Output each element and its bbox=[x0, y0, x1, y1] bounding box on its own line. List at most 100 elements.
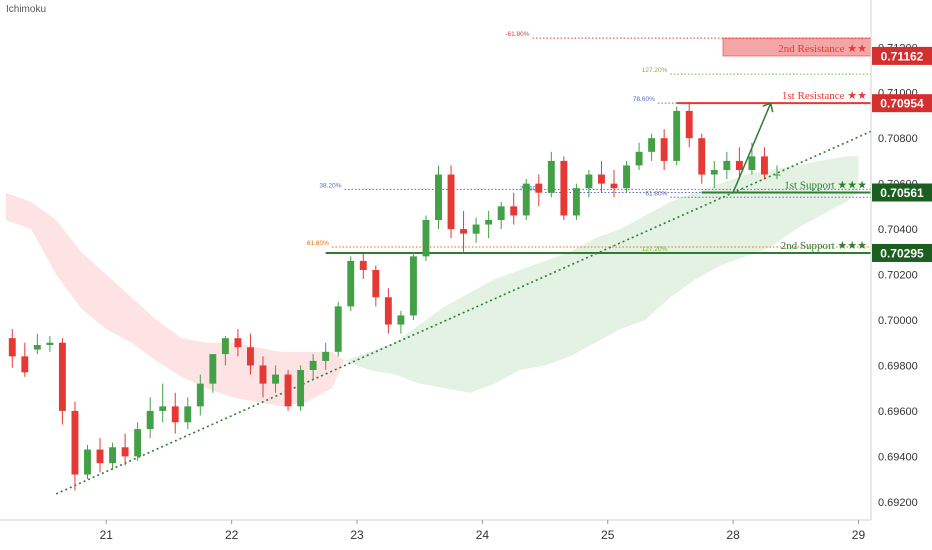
candle-body bbox=[234, 338, 242, 348]
price-box-3 bbox=[872, 243, 932, 262]
candle-body bbox=[84, 449, 91, 475]
candle-body bbox=[472, 224, 480, 234]
y-tick-label: 0.70400 bbox=[878, 224, 918, 236]
candle-body bbox=[547, 160, 555, 193]
y-tick-label: 0.69600 bbox=[878, 406, 918, 418]
candle-body bbox=[397, 315, 405, 325]
y-tick-label: 0.70000 bbox=[878, 315, 918, 327]
candle-body bbox=[497, 206, 505, 220]
level-label-3: 2nd Support ★★★ bbox=[781, 240, 868, 252]
candle-body bbox=[522, 183, 530, 216]
candle-body bbox=[21, 356, 29, 373]
candle-body bbox=[372, 270, 380, 298]
kumo-cloud-bullish bbox=[344, 156, 859, 393]
candle-body bbox=[598, 174, 605, 184]
candle-body bbox=[510, 206, 518, 216]
candle-body bbox=[673, 110, 681, 161]
candle-body bbox=[221, 338, 229, 355]
x-tick-label: 28 bbox=[726, 528, 740, 542]
candle-body bbox=[184, 406, 192, 423]
candle-body bbox=[171, 406, 179, 423]
x-tick-label: 21 bbox=[100, 528, 114, 542]
trendline bbox=[55, 130, 872, 495]
candle-body bbox=[284, 374, 292, 407]
candle-body bbox=[635, 151, 643, 166]
candle-body bbox=[96, 449, 104, 464]
candle-body bbox=[33, 345, 41, 350]
y-tick-label: 0.69200 bbox=[878, 497, 918, 509]
level-label-0: 2nd Resistance ★★ bbox=[778, 43, 867, 55]
candle-body bbox=[347, 260, 355, 307]
candle-body bbox=[460, 229, 468, 234]
price-box-2 bbox=[872, 183, 932, 202]
price-box-label-2: 0.70561 bbox=[880, 186, 924, 200]
candle-body bbox=[196, 383, 204, 407]
candle-body bbox=[572, 188, 580, 216]
candle-body bbox=[710, 170, 718, 175]
candle-body bbox=[272, 374, 279, 384]
y-tick-label: 0.70200 bbox=[878, 270, 918, 282]
level-label-1: 1st Resistance ★★ bbox=[782, 90, 867, 102]
x-tick-label: 25 bbox=[601, 528, 615, 542]
candle-body bbox=[760, 156, 768, 175]
candle-body bbox=[209, 354, 217, 384]
candle-body bbox=[309, 360, 317, 370]
candle-body bbox=[8, 338, 16, 357]
candle-body bbox=[134, 429, 142, 457]
candle-body bbox=[435, 174, 442, 220]
candle-body bbox=[610, 183, 618, 189]
candle-body bbox=[359, 260, 367, 270]
candle-body bbox=[748, 156, 756, 170]
candle-body bbox=[685, 110, 693, 139]
kumo-cloud-bearish bbox=[6, 192, 345, 407]
candle-body bbox=[735, 160, 743, 170]
candle-body bbox=[560, 160, 568, 216]
fib-label-0: -61.80% bbox=[505, 31, 529, 38]
fib-label-1: 127.20% bbox=[642, 67, 668, 74]
x-tick-label: 23 bbox=[350, 528, 364, 542]
candle-body bbox=[648, 138, 656, 152]
indicator-label: Ichimoku bbox=[6, 4, 47, 15]
y-tick-label: 0.69400 bbox=[878, 451, 918, 463]
candle-body bbox=[773, 174, 781, 176]
y-tick-label: 0.69800 bbox=[878, 360, 918, 372]
candle-body bbox=[723, 160, 731, 170]
projection-arrow-head bbox=[762, 102, 774, 113]
candle-body bbox=[109, 447, 117, 464]
candle-body bbox=[660, 138, 668, 161]
price-box-1 bbox=[872, 94, 932, 113]
candle-body bbox=[334, 306, 342, 352]
fib-label-3: 38.20% bbox=[319, 182, 341, 189]
fib-label-2: 78.60% bbox=[633, 96, 655, 103]
fib-label-4: 78.60% bbox=[520, 186, 542, 193]
candle-body bbox=[322, 351, 330, 361]
candle-body bbox=[535, 183, 543, 193]
candle-body bbox=[585, 174, 593, 189]
fib-label-7: 127.20% bbox=[642, 246, 668, 253]
candle-body bbox=[71, 410, 79, 475]
x-tick-label: 22 bbox=[225, 528, 239, 542]
candle-body bbox=[247, 347, 254, 366]
candle-body bbox=[58, 342, 66, 411]
price-box-label-0: 0.71162 bbox=[881, 49, 924, 63]
candle-body bbox=[259, 365, 267, 384]
candle-body bbox=[447, 174, 455, 230]
candle-body bbox=[623, 165, 630, 189]
x-tick-label: 24 bbox=[476, 528, 490, 542]
price-box-0 bbox=[872, 46, 932, 65]
x-tick-label: 29 bbox=[852, 528, 866, 542]
candle-body bbox=[698, 138, 706, 175]
candle-body bbox=[121, 447, 129, 457]
fib-label-6: 61.80% bbox=[307, 240, 329, 247]
candle-body bbox=[146, 410, 154, 430]
candle-body bbox=[297, 370, 305, 407]
candle-body bbox=[409, 256, 417, 316]
price-box-label-3: 0.70295 bbox=[880, 246, 924, 260]
candle-body bbox=[485, 220, 493, 225]
projection-arrow bbox=[732, 102, 772, 193]
candle-body bbox=[46, 342, 54, 345]
price-box-label-1: 0.70954 bbox=[880, 97, 924, 111]
candle-body bbox=[159, 406, 167, 411]
